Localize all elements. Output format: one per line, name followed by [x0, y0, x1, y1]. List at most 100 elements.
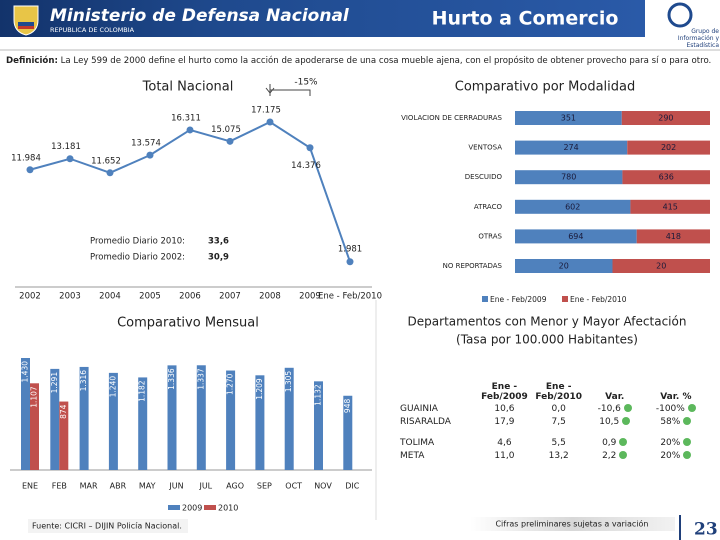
- table-title: Departamentos con Menor y Mayor Afectaci…: [408, 315, 687, 329]
- column-header: Ene - Feb/2009: [481, 382, 528, 402]
- y-tick-label: VIOLACION DE CERRADURAS: [401, 114, 502, 122]
- table-cell: 58%: [644, 415, 708, 428]
- data-label: 636: [659, 173, 674, 182]
- marker: [226, 137, 234, 145]
- data-label: 202: [661, 143, 676, 152]
- marker: [146, 151, 154, 159]
- cell-text: 4,6: [497, 437, 512, 448]
- x-tick-label: ENE: [22, 482, 38, 491]
- bar-segment: [612, 259, 710, 273]
- bar-segment: [636, 229, 710, 244]
- data-label: 20: [559, 262, 569, 271]
- legend-swatch: [168, 505, 180, 510]
- bar-segment: [515, 170, 623, 185]
- data-label: 1.270: [226, 373, 235, 395]
- country: REPUBLICA DE COLOMBIA: [50, 26, 135, 34]
- x-tick-label: FEB: [52, 482, 67, 491]
- data-label: 1.240: [108, 376, 117, 398]
- data-label: 874: [59, 404, 68, 419]
- x-tick-label: 2005: [139, 292, 161, 302]
- data-label: 415: [663, 202, 678, 211]
- bar: [108, 372, 118, 470]
- data-label: 14.376: [291, 161, 321, 171]
- data-label: 418: [666, 232, 681, 241]
- table-cell: GUAINIA: [398, 402, 477, 415]
- data-label: 1.981: [338, 244, 362, 254]
- table-cell: 17,9: [477, 415, 531, 428]
- status-dot: [687, 404, 696, 412]
- data-label: 20: [656, 262, 666, 271]
- legend-swatch: [482, 296, 488, 302]
- data-label: 274: [563, 143, 578, 152]
- table-cell: 0,0: [532, 402, 586, 415]
- cell-text: 10,6: [494, 403, 515, 414]
- x-tick-label: 2007: [219, 292, 241, 302]
- legend-label: Ene - Feb/2010: [570, 295, 627, 304]
- column-header: Ene - Feb/2010: [535, 382, 583, 402]
- bar-segment: [515, 140, 628, 155]
- data-label: 1.336: [167, 368, 176, 390]
- footer-source-bg: [28, 519, 188, 533]
- table-cell: 10,5: [586, 415, 644, 428]
- bar-segment: [515, 111, 622, 125]
- bar-segment: [627, 140, 710, 155]
- footer-source: Fuente: CICRI – DIJIN Policía Nacional.: [32, 522, 182, 531]
- data-label: 1.337: [196, 368, 205, 390]
- bar-segment: [515, 259, 613, 273]
- bar: [255, 375, 265, 470]
- column-header: Var.: [605, 392, 625, 402]
- marker: [306, 144, 314, 152]
- data-label: 1.132: [314, 384, 323, 406]
- status-dot: [623, 404, 632, 412]
- legend-label: 2010: [218, 504, 238, 513]
- table-cell: 0,9: [586, 428, 644, 449]
- table-cell: -10,6: [586, 402, 644, 415]
- marker: [186, 126, 194, 134]
- marker: [346, 258, 354, 266]
- data-label: 1.305: [284, 371, 293, 393]
- bar: [79, 366, 89, 470]
- cell-text: 58%: [660, 416, 681, 427]
- y-tick-label: DESCUIDO: [465, 173, 503, 181]
- table-cell: 4,6: [477, 428, 531, 449]
- bar: [30, 383, 39, 470]
- x-tick-label: 2002: [19, 292, 41, 302]
- x-tick-label: AGO: [226, 482, 244, 491]
- column-header: Var. %: [660, 392, 692, 402]
- note-label: Promedio Diario 2002:: [90, 253, 185, 263]
- data-label: 1.430: [21, 361, 30, 383]
- chart-title: Total Nacional: [142, 80, 234, 95]
- cell-text: RISARALDA: [400, 416, 451, 427]
- note-label: Promedio Diario 2010:: [90, 237, 185, 247]
- data-label: 11.984: [11, 153, 41, 163]
- legend-swatch: [562, 296, 568, 302]
- data-label: 290: [658, 114, 673, 123]
- table-cell: TOLIMA: [398, 428, 477, 449]
- bar: [21, 358, 30, 470]
- x-tick-label: 2009: [299, 292, 321, 302]
- cell-text: GUAINIA: [400, 403, 438, 414]
- status-dot: [683, 451, 692, 459]
- data-label: 948: [343, 399, 352, 414]
- table-cell: 13,2: [532, 449, 586, 462]
- group-logo: [667, 2, 693, 28]
- cell-text: 11,0: [494, 450, 515, 461]
- cell-text: 17,9: [494, 416, 515, 427]
- cell-text: 10,5: [599, 416, 620, 427]
- data-label: 17.175: [251, 106, 281, 116]
- bar: [138, 377, 148, 470]
- footer-note: Cifras preliminares sujetas a variación: [495, 519, 648, 529]
- x-tick-label: NOV: [314, 482, 332, 491]
- table-subtitle: (Tasa por 100.000 Habitantes): [456, 333, 638, 347]
- table-cell: 5,5: [532, 428, 586, 449]
- table-row: GUAINIA 10,6 0,0 -10,6 -100%: [398, 402, 708, 415]
- y-tick-label: VENTOSA: [468, 144, 502, 152]
- x-tick-label: 2008: [259, 292, 281, 302]
- bar-segment: [515, 199, 631, 214]
- status-dot: [683, 417, 692, 425]
- definition-text: La Ley 599 de 2000 define el hurto como …: [60, 56, 712, 66]
- page-number: 23: [694, 520, 718, 540]
- x-tick-label: SEP: [257, 482, 272, 491]
- status-dot: [619, 451, 628, 459]
